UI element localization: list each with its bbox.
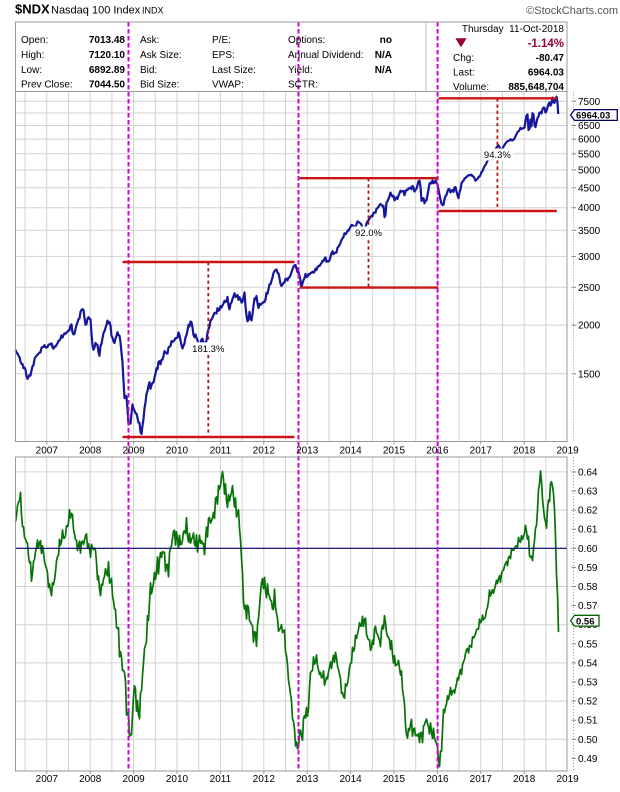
svg-text:Last:: Last: xyxy=(453,68,475,79)
svg-text:2014: 2014 xyxy=(339,445,362,456)
svg-text:0.59: 0.59 xyxy=(578,563,598,574)
svg-text:2008: 2008 xyxy=(79,774,102,785)
svg-text:Yield:: Yield: xyxy=(288,65,313,76)
svg-text:2010: 2010 xyxy=(166,774,189,785)
svg-text:5500: 5500 xyxy=(578,149,601,160)
svg-text:0.57: 0.57 xyxy=(578,601,598,612)
svg-text:2015: 2015 xyxy=(383,774,406,785)
svg-text:N/A: N/A xyxy=(375,50,392,61)
svg-text:0.61: 0.61 xyxy=(578,525,598,536)
svg-text:N/A: N/A xyxy=(375,65,392,76)
svg-text:6964.03: 6964.03 xyxy=(576,111,610,122)
svg-text:0.55: 0.55 xyxy=(578,639,598,650)
svg-text:2500: 2500 xyxy=(578,283,601,294)
svg-text:Chg:: Chg: xyxy=(453,53,474,64)
svg-text:2016: 2016 xyxy=(426,445,449,456)
svg-text:SCTR:: SCTR: xyxy=(288,80,318,91)
svg-text:92.0%: 92.0% xyxy=(355,228,382,239)
svg-text:2016: 2016 xyxy=(426,774,449,785)
svg-text:2007: 2007 xyxy=(36,445,59,456)
svg-text:0.56: 0.56 xyxy=(576,616,595,627)
svg-text:0.50: 0.50 xyxy=(578,735,598,746)
svg-text:2009: 2009 xyxy=(122,774,145,785)
svg-text:Thursday 11-Oct-2018: Thursday 11-Oct-2018 xyxy=(462,24,565,35)
svg-text:7500: 7500 xyxy=(578,97,601,108)
svg-text:-80.47: -80.47 xyxy=(536,53,565,64)
svg-text:2012: 2012 xyxy=(253,445,276,456)
svg-text:6500: 6500 xyxy=(578,121,601,132)
svg-text:885,648,704: 885,648,704 xyxy=(508,82,564,93)
svg-text:Annual Dividend:: Annual Dividend: xyxy=(288,50,364,61)
svg-text:0.63: 0.63 xyxy=(578,487,598,498)
svg-text:7120.10: 7120.10 xyxy=(89,50,126,61)
svg-text:EPS:: EPS: xyxy=(212,50,235,61)
svg-text:6000: 6000 xyxy=(578,135,601,146)
svg-text:2010: 2010 xyxy=(166,445,189,456)
svg-text:VWAP:: VWAP: xyxy=(212,80,244,91)
svg-text:Open:: Open: xyxy=(21,35,48,46)
svg-text:3500: 3500 xyxy=(578,226,601,237)
svg-text:0.64: 0.64 xyxy=(578,467,598,478)
svg-text:2009: 2009 xyxy=(122,445,145,456)
svg-text:2008: 2008 xyxy=(79,445,102,456)
svg-text:2000: 2000 xyxy=(578,321,601,332)
svg-text:0.60: 0.60 xyxy=(578,544,598,555)
svg-text:High:: High: xyxy=(21,50,44,61)
svg-text:Ask Size:: Ask Size: xyxy=(140,50,182,61)
svg-text:no: no xyxy=(380,35,392,46)
svg-text:2018: 2018 xyxy=(513,774,536,785)
svg-text:2017: 2017 xyxy=(470,774,493,785)
svg-text:0.58: 0.58 xyxy=(578,582,598,593)
svg-text:INDX: INDX xyxy=(142,6,164,16)
svg-text:2012: 2012 xyxy=(253,774,276,785)
svg-text:$NDX: $NDX xyxy=(15,2,50,17)
svg-text:4000: 4000 xyxy=(578,203,601,214)
svg-text:Low:: Low: xyxy=(21,65,42,76)
svg-text:6892.89: 6892.89 xyxy=(89,65,126,76)
svg-text:2013: 2013 xyxy=(296,445,319,456)
svg-text:2011: 2011 xyxy=(210,774,232,785)
svg-text:Bid:: Bid: xyxy=(140,65,157,76)
svg-text:©StockCharts.com: ©StockCharts.com xyxy=(526,5,618,17)
svg-text:2014: 2014 xyxy=(339,774,362,785)
svg-text:Options:: Options: xyxy=(288,35,325,46)
svg-text:1500: 1500 xyxy=(578,369,601,380)
svg-text:0.53: 0.53 xyxy=(578,678,598,689)
svg-text:Prev Close:: Prev Close: xyxy=(21,80,73,91)
svg-text:2018: 2018 xyxy=(513,445,536,456)
svg-text:2015: 2015 xyxy=(383,445,406,456)
svg-text:Nasdaq 100 Index: Nasdaq 100 Index xyxy=(51,5,141,17)
svg-text:0.52: 0.52 xyxy=(578,697,598,708)
svg-text:-1.14%: -1.14% xyxy=(528,38,564,50)
svg-text:P/E:: P/E: xyxy=(212,35,231,46)
svg-text:6964.03: 6964.03 xyxy=(528,68,565,79)
svg-text:0.51: 0.51 xyxy=(578,716,598,727)
svg-text:Last Size:: Last Size: xyxy=(212,65,256,76)
svg-text:7044.50: 7044.50 xyxy=(89,80,126,91)
svg-text:4500: 4500 xyxy=(578,183,601,194)
svg-text:0.54: 0.54 xyxy=(578,658,598,669)
svg-text:2011: 2011 xyxy=(210,445,232,456)
svg-text:2007: 2007 xyxy=(36,774,59,785)
svg-text:181.3%: 181.3% xyxy=(192,344,225,355)
svg-text:2019: 2019 xyxy=(556,774,579,785)
svg-text:94.3%: 94.3% xyxy=(484,150,511,161)
svg-text:2013: 2013 xyxy=(296,774,319,785)
svg-text:0.62: 0.62 xyxy=(578,506,598,517)
svg-text:2017: 2017 xyxy=(470,445,493,456)
svg-text:Bid Size:: Bid Size: xyxy=(140,80,179,91)
svg-text:Ask:: Ask: xyxy=(140,35,159,46)
svg-text:Volume:: Volume: xyxy=(453,82,489,93)
svg-text:3000: 3000 xyxy=(578,252,601,263)
svg-text:7013.48: 7013.48 xyxy=(89,35,126,46)
svg-text:5000: 5000 xyxy=(578,165,601,176)
svg-text:0.49: 0.49 xyxy=(578,754,598,765)
svg-text:2019: 2019 xyxy=(556,445,579,456)
